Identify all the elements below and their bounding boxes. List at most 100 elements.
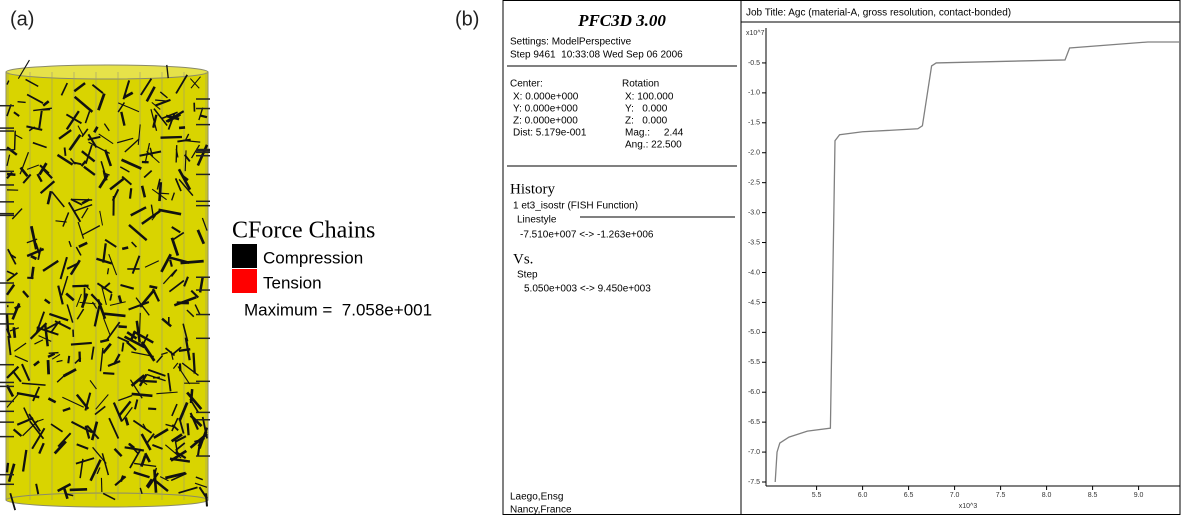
- force-chain: [67, 201, 82, 223]
- force-chain: [76, 443, 89, 450]
- force-chain: [84, 392, 92, 411]
- force-chain: [21, 449, 28, 472]
- force-chain: [29, 420, 45, 440]
- force-chain: [35, 483, 40, 495]
- force-chain: [147, 472, 159, 489]
- force-chain: [38, 162, 48, 176]
- force-chain: [177, 168, 192, 191]
- force-chain: [154, 479, 169, 493]
- force-chain: [61, 275, 69, 296]
- force-chain: [168, 279, 185, 293]
- force-chain: [62, 212, 70, 227]
- force-chain: [83, 165, 96, 176]
- force-chain: [192, 352, 196, 374]
- force-chain: [49, 322, 59, 334]
- force-chain: [43, 298, 51, 305]
- y-tick-label: -3.0: [748, 209, 760, 216]
- force-chain: [21, 382, 46, 386]
- force-chain: [6, 146, 18, 156]
- force-chain: [68, 240, 72, 248]
- force-chain: [89, 380, 97, 390]
- force-chain: [13, 130, 16, 151]
- force-chain: [128, 188, 133, 199]
- force-chain: [73, 95, 94, 113]
- force-chain: [81, 198, 90, 205]
- force-chain: [91, 84, 104, 94]
- force-chain: [137, 124, 141, 146]
- force-chain: [29, 322, 48, 340]
- force-chain: [103, 123, 110, 132]
- force-chain: [79, 458, 84, 479]
- force-chain: [57, 483, 72, 493]
- force-chain: [12, 327, 17, 338]
- force-chain: [69, 488, 88, 492]
- force-chain: [38, 335, 52, 342]
- force-chain: [12, 428, 23, 437]
- force-chain: [109, 177, 125, 191]
- force-chain: [161, 317, 172, 328]
- center-line: X: 0.000e+000: [513, 92, 579, 103]
- force-chain: [177, 138, 191, 143]
- force-chain: [23, 407, 31, 421]
- x-tick-label: 6.0: [858, 492, 868, 499]
- x-tick-label: 6.5: [904, 492, 914, 499]
- force-chain: [171, 403, 178, 417]
- force-chain: [155, 355, 164, 364]
- force-chain: [102, 243, 107, 263]
- force-chain: [101, 453, 110, 476]
- force-chain: [47, 352, 56, 358]
- force-chain: [26, 164, 40, 170]
- force-chain: [161, 351, 168, 356]
- force-chain: [7, 248, 17, 265]
- force-chain: [194, 482, 208, 488]
- force-chain: [190, 289, 200, 299]
- force-chain: [121, 175, 133, 186]
- y-tick-label: -7.0: [748, 449, 760, 456]
- force-chain: [102, 317, 111, 335]
- force-chain: [103, 372, 115, 375]
- force-chain: [123, 335, 145, 349]
- y-tick-label: -4.5: [748, 299, 760, 306]
- force-chain: [87, 135, 101, 141]
- force-chain: [68, 134, 82, 151]
- force-chain: [185, 133, 190, 140]
- force-chain: [154, 98, 171, 107]
- force-chain: [94, 405, 106, 416]
- force-chain: [73, 82, 86, 93]
- chart-title: Job Title: Agc (material-A, gross resolu…: [746, 8, 1011, 19]
- y-tick-label: -7.5: [748, 479, 760, 486]
- center-line: Dist: 5.179e-001: [513, 128, 587, 139]
- force-chain: [91, 301, 98, 309]
- force-chain: [6, 80, 10, 85]
- force-chain: [159, 476, 169, 482]
- force-chain: [62, 368, 77, 378]
- force-chain: [81, 207, 89, 219]
- force-chain: [132, 419, 153, 434]
- force-chain: [131, 241, 137, 248]
- force-chain: [38, 442, 45, 455]
- force-chain: [117, 102, 126, 113]
- history-heading: History: [510, 181, 556, 197]
- force-chain: [139, 379, 157, 383]
- force-chain: [33, 360, 40, 367]
- force-chain: [129, 379, 143, 399]
- force-chain: [98, 133, 114, 145]
- force-chain: [80, 293, 89, 309]
- force-chain: [151, 102, 161, 110]
- legend-maximum: Maximum = 7.058e+001: [244, 300, 432, 319]
- force-chain: [22, 420, 39, 437]
- force-chain: [152, 444, 163, 450]
- cylinder-top: [5, 64, 209, 80]
- force-chain: [75, 246, 82, 256]
- force-chain: [19, 166, 29, 178]
- force-chain: [38, 110, 43, 129]
- force-chain: [96, 282, 113, 294]
- force-chain: [194, 304, 201, 315]
- force-chain: [201, 217, 208, 231]
- force-chain: [46, 360, 51, 375]
- force-chain: [117, 336, 130, 344]
- force-chain: [183, 276, 189, 287]
- x-tick-label: 5.5: [812, 492, 822, 499]
- force-chain: [128, 442, 136, 450]
- rotation-line: X: 100.000: [625, 92, 674, 103]
